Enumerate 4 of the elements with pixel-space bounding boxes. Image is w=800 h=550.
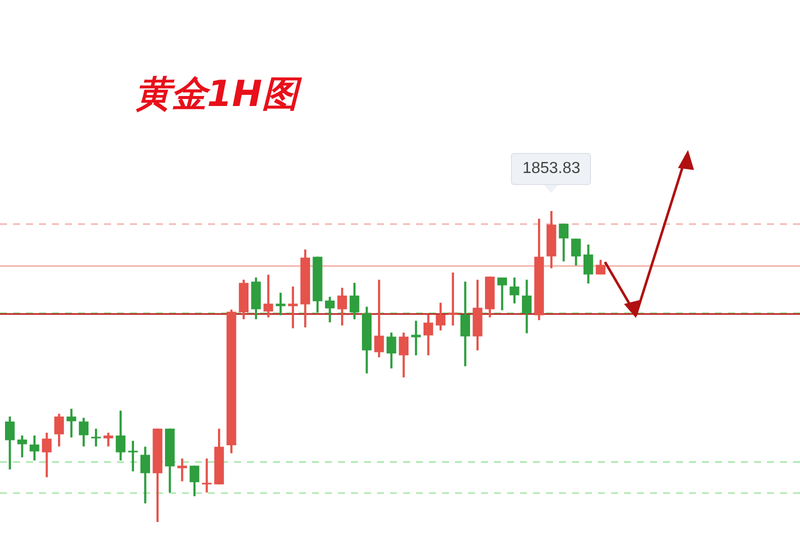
text: 1853.83: [511, 153, 592, 185]
candlestick: [263, 274, 274, 318]
candlestick: [202, 458, 212, 492]
candlestick: [103, 432, 114, 446]
